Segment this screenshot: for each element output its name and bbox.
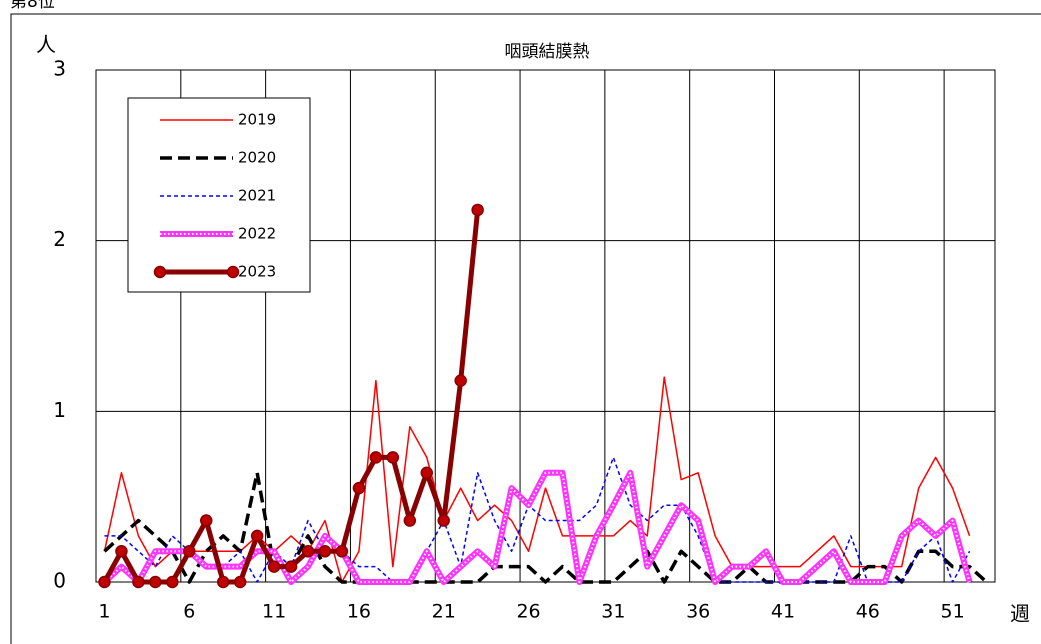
legend-label: 2023 bbox=[238, 263, 276, 281]
legend-label: 2021 bbox=[238, 187, 276, 205]
x-tick-label: 11 bbox=[262, 601, 286, 623]
x-tick-label: 6 bbox=[183, 601, 195, 623]
series-line bbox=[103, 471, 988, 584]
x-tick-label: 16 bbox=[347, 601, 371, 623]
series-marker bbox=[115, 545, 128, 558]
series-marker bbox=[301, 545, 315, 558]
series-line bbox=[103, 376, 971, 583]
heading: 第8位 bbox=[10, 0, 55, 12]
x-tick-label: 46 bbox=[856, 601, 880, 623]
x-tick-label: 31 bbox=[601, 601, 625, 623]
x-axis-label: 週 bbox=[1010, 602, 1030, 626]
legend-label: 2019 bbox=[238, 111, 276, 129]
series-marker bbox=[284, 560, 298, 573]
series-marker bbox=[386, 451, 400, 464]
series-marker bbox=[166, 575, 179, 589]
x-tick-label: 36 bbox=[686, 601, 710, 623]
x-tick-label: 1 bbox=[98, 601, 110, 623]
series-marker bbox=[200, 514, 213, 527]
y-tick-label: 0 bbox=[53, 569, 66, 593]
legend-label: 2020 bbox=[238, 149, 276, 167]
series-marker bbox=[98, 575, 111, 589]
series-marker bbox=[335, 545, 349, 558]
x-tick-label: 21 bbox=[432, 601, 456, 623]
legend-marker bbox=[153, 265, 167, 279]
frame bbox=[10, 13, 1041, 644]
series-marker bbox=[454, 374, 467, 387]
series-marker bbox=[403, 514, 417, 527]
legend-label: 2022 bbox=[238, 225, 276, 243]
x-tick-label: 51 bbox=[941, 601, 965, 623]
series-marker bbox=[369, 451, 383, 464]
series-marker bbox=[352, 481, 366, 495]
y-tick-label: 2 bbox=[53, 227, 66, 251]
legend-box bbox=[127, 97, 311, 293]
series-marker bbox=[149, 575, 162, 589]
series-marker bbox=[233, 575, 247, 589]
series-marker bbox=[420, 466, 434, 480]
legend: 2019 2020 2021 2022 2023 bbox=[127, 97, 311, 293]
series-marker bbox=[132, 575, 145, 589]
series-marker bbox=[183, 545, 196, 558]
x-tick-label: 26 bbox=[516, 601, 540, 623]
series-marker bbox=[437, 514, 450, 527]
series-marker bbox=[471, 203, 484, 217]
series-marker bbox=[216, 575, 230, 589]
series-marker bbox=[250, 529, 264, 543]
y-axis-label: 人 bbox=[36, 33, 56, 57]
y-tick-label: 1 bbox=[53, 398, 66, 422]
x-tick-label: 41 bbox=[771, 601, 795, 623]
chart-title: 咽頭結膜熱 bbox=[505, 42, 590, 62]
legend-marker bbox=[226, 265, 240, 279]
series-marker bbox=[318, 545, 332, 558]
y-tick-label: 3 bbox=[53, 57, 66, 81]
series-marker bbox=[267, 560, 281, 573]
